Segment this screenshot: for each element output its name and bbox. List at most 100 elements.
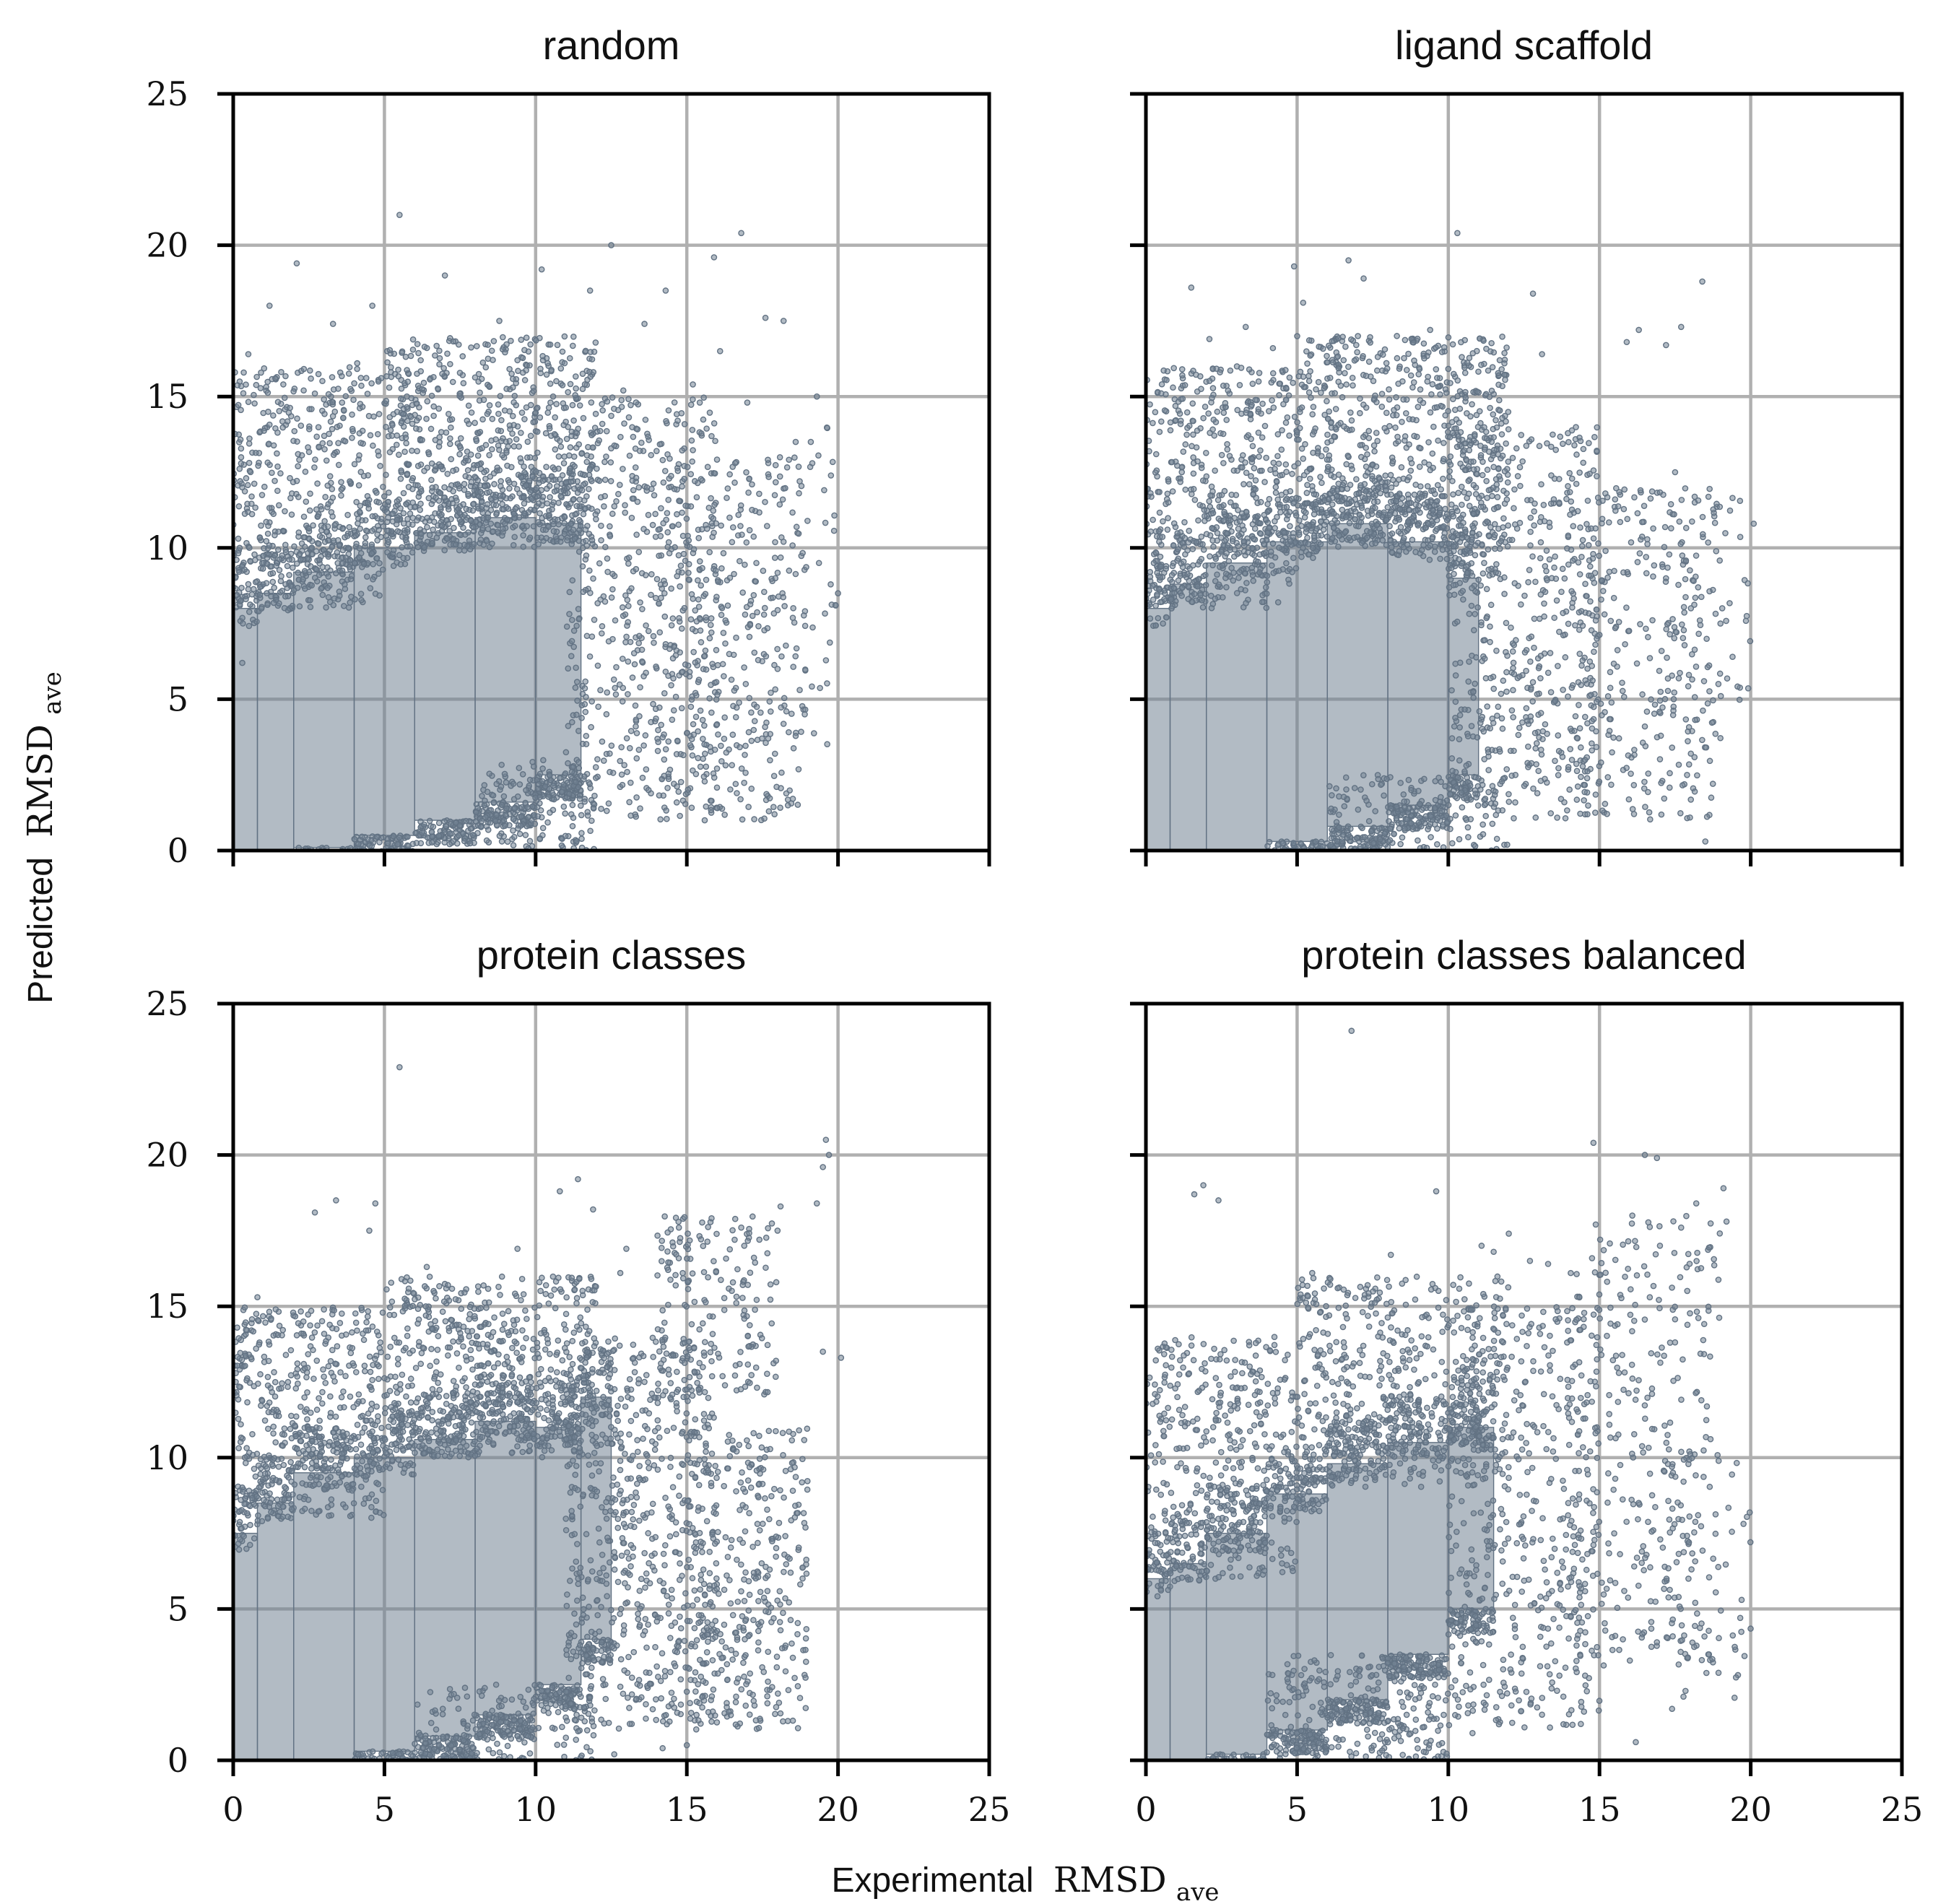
data-point xyxy=(651,492,658,499)
data-point xyxy=(1412,549,1419,555)
data-point xyxy=(617,757,624,765)
data-point xyxy=(1275,568,1282,574)
data-point xyxy=(1152,469,1159,476)
data-point xyxy=(1409,536,1416,543)
data-point xyxy=(297,556,304,562)
data-point xyxy=(513,485,521,492)
data-point xyxy=(482,519,490,526)
data-point xyxy=(1263,454,1269,461)
data-point xyxy=(1311,860,1316,865)
data-point xyxy=(1234,407,1241,414)
data-point xyxy=(417,506,424,513)
outlier-point xyxy=(329,321,336,327)
data-point xyxy=(1349,375,1356,381)
data-point xyxy=(1282,856,1287,861)
data-point xyxy=(518,474,525,481)
data-point xyxy=(746,526,753,534)
data-point xyxy=(414,448,421,455)
data-point xyxy=(314,513,321,520)
data-point xyxy=(743,539,750,546)
data-point xyxy=(284,418,291,425)
data-point xyxy=(266,542,273,549)
data-point xyxy=(562,749,570,756)
data-point xyxy=(1168,605,1175,612)
data-point xyxy=(783,642,789,649)
outlier-point xyxy=(568,768,575,775)
data-point xyxy=(568,541,575,547)
data-point xyxy=(307,604,314,611)
data-point xyxy=(374,515,381,522)
data-point xyxy=(631,661,638,668)
data-point xyxy=(693,618,700,625)
data-point xyxy=(761,815,768,822)
data-point xyxy=(1412,507,1419,514)
data-point xyxy=(1152,602,1159,609)
data-point xyxy=(339,567,346,574)
data-point xyxy=(423,415,430,422)
data-point xyxy=(446,485,453,492)
data-point xyxy=(456,391,464,397)
data-point xyxy=(1202,518,1208,524)
data-point xyxy=(575,548,583,555)
data-point xyxy=(570,417,577,424)
data-point xyxy=(1295,531,1303,538)
data-point xyxy=(630,650,638,656)
data-point xyxy=(1251,552,1258,559)
data-point xyxy=(566,611,573,617)
data-point xyxy=(1157,574,1164,581)
data-point xyxy=(405,484,412,490)
data-point xyxy=(1305,861,1310,866)
data-point xyxy=(739,816,746,823)
data-point xyxy=(414,341,421,347)
data-point xyxy=(235,549,242,557)
data-point xyxy=(301,853,306,858)
data-point xyxy=(627,401,634,409)
data-point xyxy=(385,539,392,546)
data-point xyxy=(270,510,277,518)
data-point xyxy=(334,867,339,872)
data-point xyxy=(1154,569,1160,576)
data-point xyxy=(666,455,673,462)
data-point xyxy=(596,477,603,484)
data-point xyxy=(248,493,255,500)
data-point xyxy=(637,805,643,812)
data-point xyxy=(761,604,768,612)
data-point xyxy=(1189,599,1196,606)
data-point xyxy=(1250,578,1257,584)
data-point xyxy=(708,432,715,440)
data-point xyxy=(1209,385,1217,391)
data-point xyxy=(604,807,610,814)
data-point xyxy=(510,399,517,406)
data-point xyxy=(245,609,253,615)
data-point xyxy=(1177,573,1184,579)
data-point xyxy=(750,591,757,599)
data-point xyxy=(1283,495,1290,502)
data-point xyxy=(1243,580,1250,586)
data-point xyxy=(477,389,483,396)
data-point xyxy=(490,470,497,477)
data-point xyxy=(608,412,614,420)
data-point xyxy=(568,718,575,726)
data-point xyxy=(1292,565,1300,572)
data-point xyxy=(409,477,415,484)
data-point xyxy=(569,401,576,409)
data-point xyxy=(390,510,396,517)
data-point xyxy=(307,563,314,570)
data-point xyxy=(287,474,293,482)
data-point xyxy=(607,478,614,484)
data-point xyxy=(1190,431,1196,438)
data-point xyxy=(388,373,395,381)
data-point xyxy=(653,575,661,583)
outlier-point xyxy=(538,266,545,273)
data-point xyxy=(724,602,731,609)
data-point xyxy=(536,414,544,421)
data-point xyxy=(776,501,783,508)
data-point xyxy=(567,465,573,472)
data-point xyxy=(559,471,566,479)
data-point xyxy=(473,809,479,816)
data-point xyxy=(1284,862,1289,867)
data-point xyxy=(549,506,555,513)
data-point xyxy=(1225,557,1233,565)
data-point xyxy=(303,498,310,505)
data-point xyxy=(1182,551,1189,558)
